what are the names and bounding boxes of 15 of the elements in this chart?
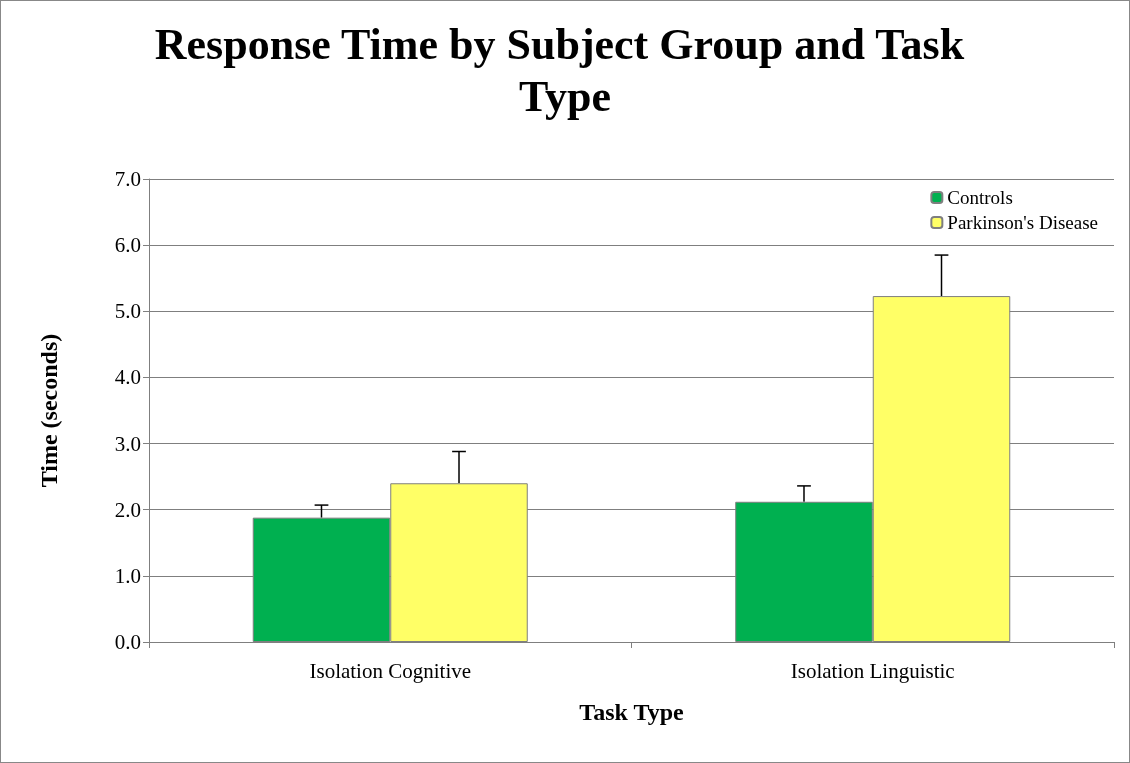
y-axis-title: Time (seconds): [36, 333, 62, 488]
y-tick-label: 4.0: [114, 365, 141, 390]
y-tick-label: 7.0: [114, 167, 141, 191]
chart-title: Response Time by Subject Group and Task Type: [154, 19, 976, 121]
y-tick-label: 1.0: [114, 563, 141, 588]
x-tick-label: Isolation Linguistic: [790, 658, 955, 683]
legend-label: Controls: [947, 187, 1013, 208]
y-tick-label: 2.0: [114, 497, 141, 522]
x-tick-label: Isolation Cognitive: [309, 658, 472, 683]
y-tick-label: 3.0: [114, 431, 141, 456]
x-axis-title: Task Type: [579, 699, 684, 725]
y-tick-label: 6.0: [114, 233, 141, 258]
y-tick-label: 0.0: [114, 630, 141, 654]
y-tick-label: 5.0: [114, 299, 141, 324]
legend-label: Parkinson's Disease: [947, 212, 1098, 233]
